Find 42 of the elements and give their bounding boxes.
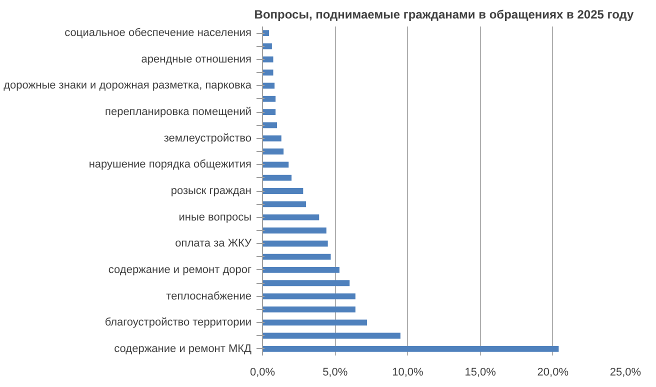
bar — [262, 201, 306, 208]
bar — [262, 188, 304, 194]
bar — [262, 320, 368, 326]
bar — [262, 56, 274, 62]
bar — [262, 96, 276, 102]
chart-title: Вопросы, поднимаемые гражданами в обращениях в 2025 году — [254, 8, 634, 22]
y-tick-label: дорожные знаки и дорожная разметка, парковка — [4, 80, 252, 92]
bar — [262, 306, 356, 312]
x-tick-label: 15,0% — [464, 366, 496, 378]
y-tick-label: социальное обеспечение населения — [64, 27, 252, 40]
y-tick-label: благоустройство территории — [104, 316, 252, 329]
y-tick-label: содержание и ремонт МКД — [114, 342, 252, 355]
y-tick-label: оплата за ЖКУ — [175, 238, 253, 250]
x-tick-label: 20,0% — [537, 366, 569, 378]
y-tick-label: перепланировка помещений — [105, 106, 252, 118]
bar — [262, 148, 284, 154]
y-tick-label: арендные отношения — [141, 53, 252, 66]
bar — [262, 240, 328, 247]
x-tick-label: 0,0% — [250, 366, 276, 378]
y-tick-label: нарушение порядка общежития — [88, 158, 252, 171]
bar — [262, 293, 356, 300]
x-tick-label: 10,0% — [392, 366, 424, 378]
bar — [262, 135, 282, 142]
bar — [262, 174, 292, 181]
y-tick-label: иные вопросы — [178, 211, 252, 224]
bar — [262, 109, 276, 115]
bar — [262, 70, 274, 76]
bar — [262, 228, 326, 234]
x-tick-label: 5,0% — [322, 366, 348, 378]
bar — [262, 332, 400, 339]
bar — [262, 280, 350, 286]
y-tick-label: теплоснабжение — [166, 290, 252, 302]
y-tick-label: розыск граждан — [170, 185, 252, 197]
bar — [262, 267, 340, 273]
bar — [262, 254, 331, 260]
bar — [262, 122, 278, 128]
bar — [262, 162, 289, 168]
x-tick-label: 25,0% — [610, 366, 642, 378]
bar — [262, 346, 559, 352]
bar — [262, 214, 320, 220]
y-tick-label: содержание и ремонт дорог — [108, 264, 252, 276]
y-tick-label: землеустройство — [164, 132, 252, 144]
